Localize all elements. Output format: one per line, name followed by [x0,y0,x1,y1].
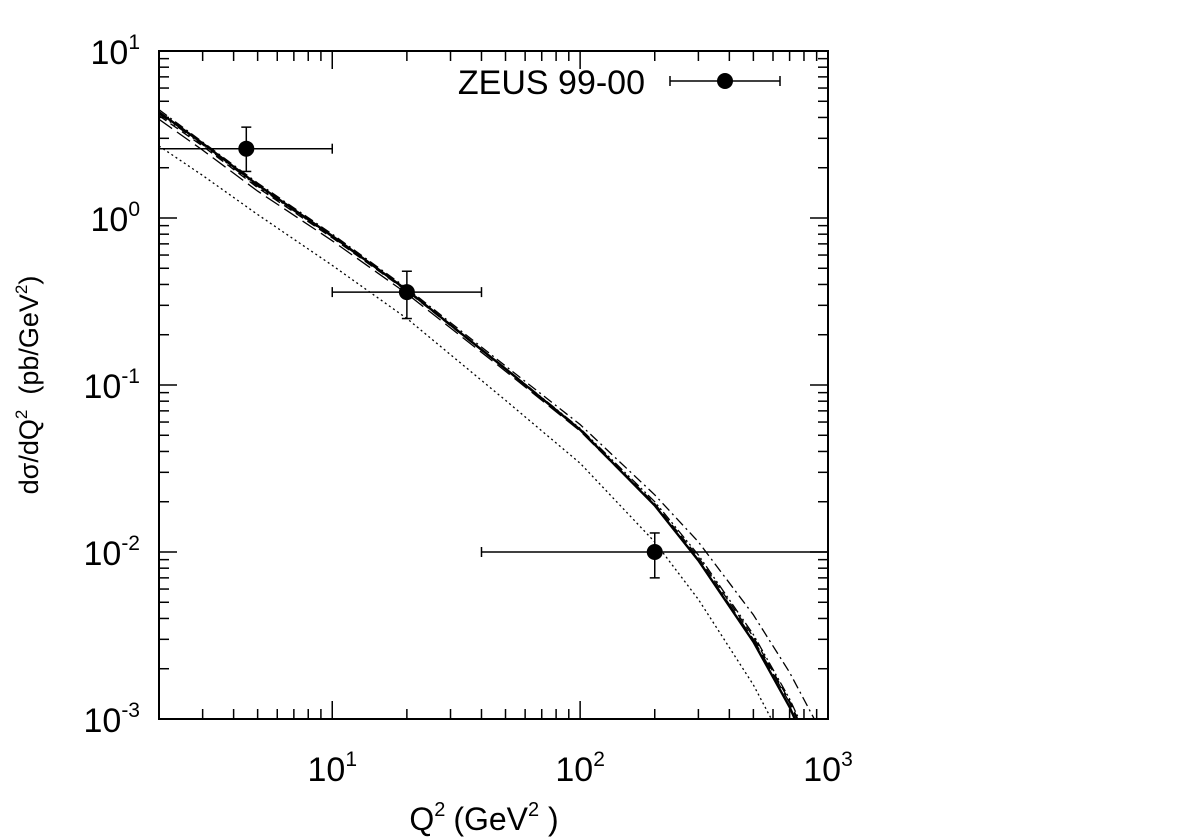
x-tick-labels: 101 102 103 [307,748,852,789]
axis-ticks [158,50,829,720]
legend: ZEUS 99-00 [458,64,781,102]
y-axis-label-close: ) [14,276,44,285]
x-axis-label-base: Q [409,801,434,837]
curve-dotted [159,145,773,719]
data-point [238,140,255,157]
data-points [158,126,829,579]
data-point [717,73,733,89]
x-axis-label-sup2: 2 [528,799,539,821]
y-tick-label: 10-1 [83,365,140,406]
y-axis-label: dσ/dQ2 (pb/GeV2) [12,276,44,495]
x-tick-label: 102 [555,748,605,789]
x-axis-label: Q2 (GeV2 ) [409,799,558,837]
y-tick-label: 10-2 [83,532,140,573]
y-axis-label-pre: dσ/dQ [14,419,44,494]
x-axis-label-close: ) [539,801,559,837]
x-axis-label-sup1: 2 [434,799,445,821]
data-point-group [480,532,829,579]
data-point [646,544,663,560]
x-tick-label: 103 [803,748,853,789]
y-tick-labels: 101 100 10-1 10-2 10-3 [83,31,140,740]
y-tick-label: 101 [90,31,140,72]
y-axis-label-unit: (pb/GeV [14,294,44,410]
plot-frame [158,50,829,720]
curve-dash-dot-dot [159,113,800,719]
data-point [398,284,415,301]
y-axis-label-sup2: 2 [12,285,31,294]
x-axis-label-unit: (GeV [453,801,528,837]
y-axis-label-sup1: 2 [12,410,31,419]
curve-dash-dot [159,109,816,719]
y-tick-label: 100 [90,198,140,239]
model-curves [159,109,816,719]
data-point-group [331,270,483,320]
x-tick-label: 101 [307,748,357,789]
curve-long-dash [159,118,798,719]
curve-dashed [159,115,799,719]
legend-label: ZEUS 99-00 [458,64,645,102]
curve-solid [159,111,797,719]
y-tick-label: 10-3 [83,699,140,740]
legend-marker [669,73,781,89]
